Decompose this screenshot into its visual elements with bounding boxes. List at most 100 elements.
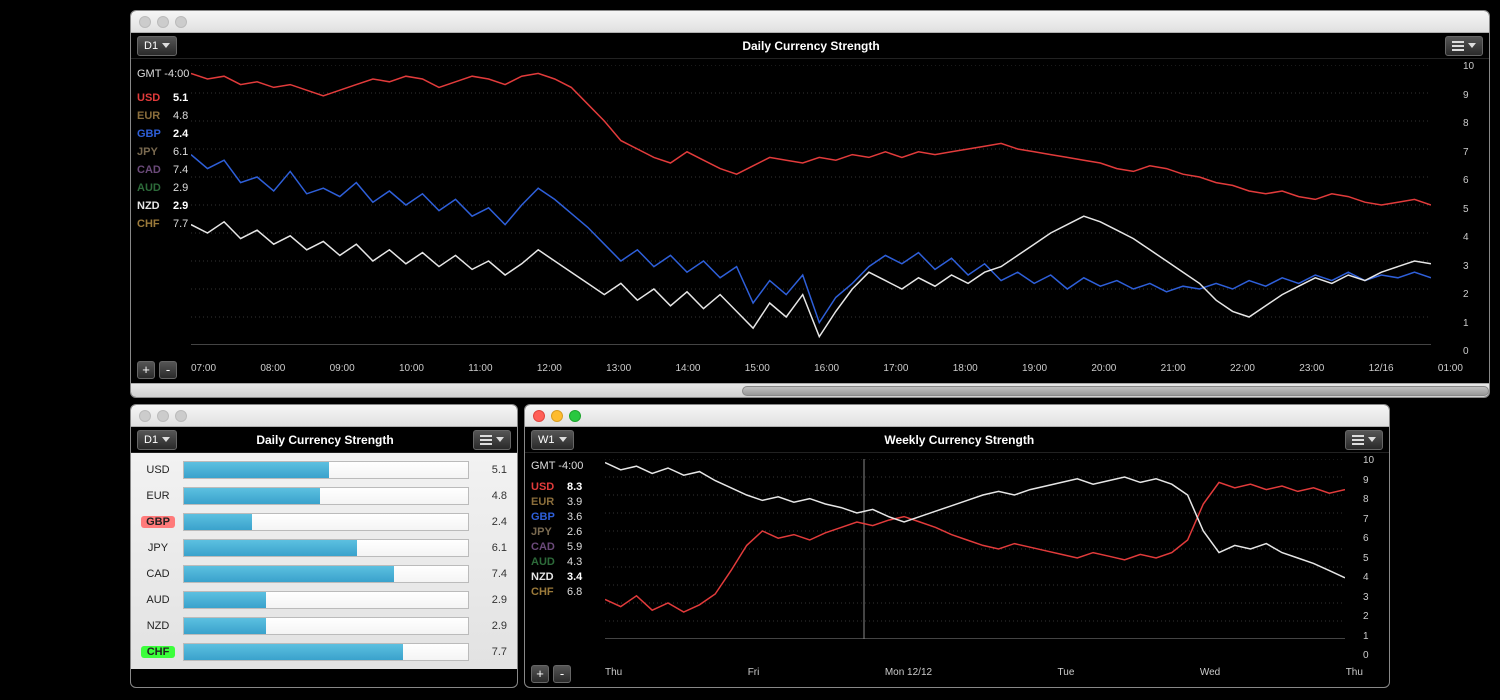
chart-plot[interactable] [605, 459, 1345, 639]
close-icon[interactable] [533, 410, 545, 422]
x-tick-label: 18:00 [953, 363, 978, 377]
bar-value: 2.9 [477, 594, 507, 606]
legend-item[interactable]: CAD7.4 [137, 161, 199, 179]
bar-track [183, 461, 469, 479]
y-tick-label: 7 [1463, 147, 1485, 158]
x-tick-label: Fri [748, 667, 760, 681]
maximize-icon[interactable] [569, 410, 581, 422]
maximize-icon[interactable] [175, 16, 187, 28]
x-tick-label: 14:00 [675, 363, 700, 377]
titlebar[interactable] [525, 405, 1389, 427]
bar-fill [184, 592, 266, 608]
legend-item[interactable]: USD5.1 [137, 89, 199, 107]
bar-fill [184, 514, 252, 530]
period-selector[interactable]: D1 [137, 430, 177, 450]
x-tick-label: 20:00 [1091, 363, 1116, 377]
x-tick-label: 17:00 [883, 363, 908, 377]
menu-button[interactable] [1445, 36, 1483, 56]
bar-row[interactable]: CAD7.4 [131, 561, 517, 587]
close-icon[interactable] [139, 16, 151, 28]
bar-track [183, 487, 469, 505]
bar-fill [184, 488, 320, 504]
bar-row[interactable]: NZD2.9 [131, 613, 517, 639]
legend-item[interactable]: NZD3.4 [531, 570, 593, 585]
x-tick-label: 11:00 [468, 363, 492, 377]
hamburger-icon [480, 439, 492, 441]
menu-button[interactable] [1345, 430, 1383, 450]
bar-row[interactable]: AUD 2.9 [131, 587, 517, 613]
legend-item[interactable]: CAD5.9 [531, 540, 593, 555]
chevron-down-icon [162, 437, 170, 442]
legend-item[interactable]: AUD2.9 [137, 179, 199, 197]
y-tick-label: 4 [1363, 572, 1385, 583]
hamburger-icon [1352, 439, 1364, 441]
bar-track [183, 513, 469, 531]
bar-row[interactable]: EUR4.8 [131, 483, 517, 509]
toolbar: D1 Daily Currency Strength [131, 427, 517, 453]
bar-symbol: AUD [141, 594, 175, 606]
minimize-icon[interactable] [551, 410, 563, 422]
bar-symbol: USD [141, 464, 175, 476]
x-tick-label: 21:00 [1161, 363, 1186, 377]
zoom-in-button[interactable]: + [137, 361, 155, 379]
bars-list: USD5.1EUR4.8GBP2.4JPY6.1CAD7.4 AUD 2.9 NZD2… [131, 453, 517, 669]
chevron-down-icon [1468, 43, 1476, 48]
bar-fill [184, 540, 357, 556]
legend-symbol: AUD [137, 179, 165, 197]
bar-fill [184, 618, 266, 634]
legend-value: 3.9 [567, 495, 593, 510]
x-tick-label: 10:00 [399, 363, 424, 377]
x-tick-label: 09:00 [330, 363, 355, 377]
bar-row[interactable]: GBP2.4 [131, 509, 517, 535]
zoom-in-button[interactable]: + [531, 665, 549, 683]
maximize-icon[interactable] [175, 410, 187, 422]
legend-item[interactable]: USD8.3 [531, 480, 593, 495]
legend-item[interactable]: GBP2.4 [137, 125, 199, 143]
y-axis: 109876543210 [1463, 59, 1485, 359]
titlebar[interactable] [131, 11, 1489, 33]
legend-item[interactable]: NZD2.9 [137, 197, 199, 215]
y-axis: 109876543210 [1363, 453, 1385, 663]
x-tick-label: 13:00 [606, 363, 631, 377]
legend-symbol: CHF [137, 215, 165, 233]
bar-track [183, 643, 469, 661]
period-label: W1 [538, 434, 555, 446]
horizontal-scrollbar[interactable] [131, 383, 1489, 397]
toolbar: D1 Daily Currency Strength [131, 33, 1489, 59]
minimize-icon[interactable] [157, 16, 169, 28]
y-tick-label: 5 [1463, 204, 1485, 215]
bar-row[interactable]: CHF7.7 [131, 639, 517, 665]
timezone-label: GMT -4:00 [531, 459, 593, 474]
minimize-icon[interactable] [157, 410, 169, 422]
chart-title: Weekly Currency Strength [574, 433, 1346, 447]
legend-item[interactable]: CHF6.8 [531, 585, 593, 600]
y-tick-label: 9 [1463, 90, 1485, 101]
x-tick-label: Thu [1346, 667, 1363, 681]
bar-value: 7.7 [477, 646, 507, 658]
legend-item[interactable]: JPY2.6 [531, 525, 593, 540]
bar-row[interactable]: JPY6.1 [131, 535, 517, 561]
titlebar[interactable] [131, 405, 517, 427]
bar-row[interactable]: USD5.1 [131, 457, 517, 483]
scrollbar-thumb[interactable] [742, 386, 1489, 396]
zoom-out-button[interactable]: - [159, 361, 177, 379]
legend-item[interactable]: GBP3.6 [531, 510, 593, 525]
close-icon[interactable] [139, 410, 151, 422]
chart-plot[interactable] [191, 65, 1431, 345]
chevron-down-icon [162, 43, 170, 48]
zoom-out-button[interactable]: - [553, 665, 571, 683]
period-selector[interactable]: W1 [531, 430, 574, 450]
legend-item[interactable]: JPY6.1 [137, 143, 199, 161]
legend-item[interactable]: EUR4.8 [137, 107, 199, 125]
y-tick-label: 1 [1363, 631, 1385, 642]
y-tick-label: 10 [1463, 61, 1485, 72]
x-axis: ThuFriMon 12/12TueWedThu [605, 667, 1363, 681]
bar-value: 2.4 [477, 516, 507, 528]
legend-item[interactable]: CHF7.7 [137, 215, 199, 233]
bar-value: 7.4 [477, 568, 507, 580]
legend-item[interactable]: EUR3.9 [531, 495, 593, 510]
period-selector[interactable]: D1 [137, 36, 177, 56]
legend-item[interactable]: AUD4.3 [531, 555, 593, 570]
menu-button[interactable] [473, 430, 511, 450]
x-tick-label: 07:00 [191, 363, 216, 377]
